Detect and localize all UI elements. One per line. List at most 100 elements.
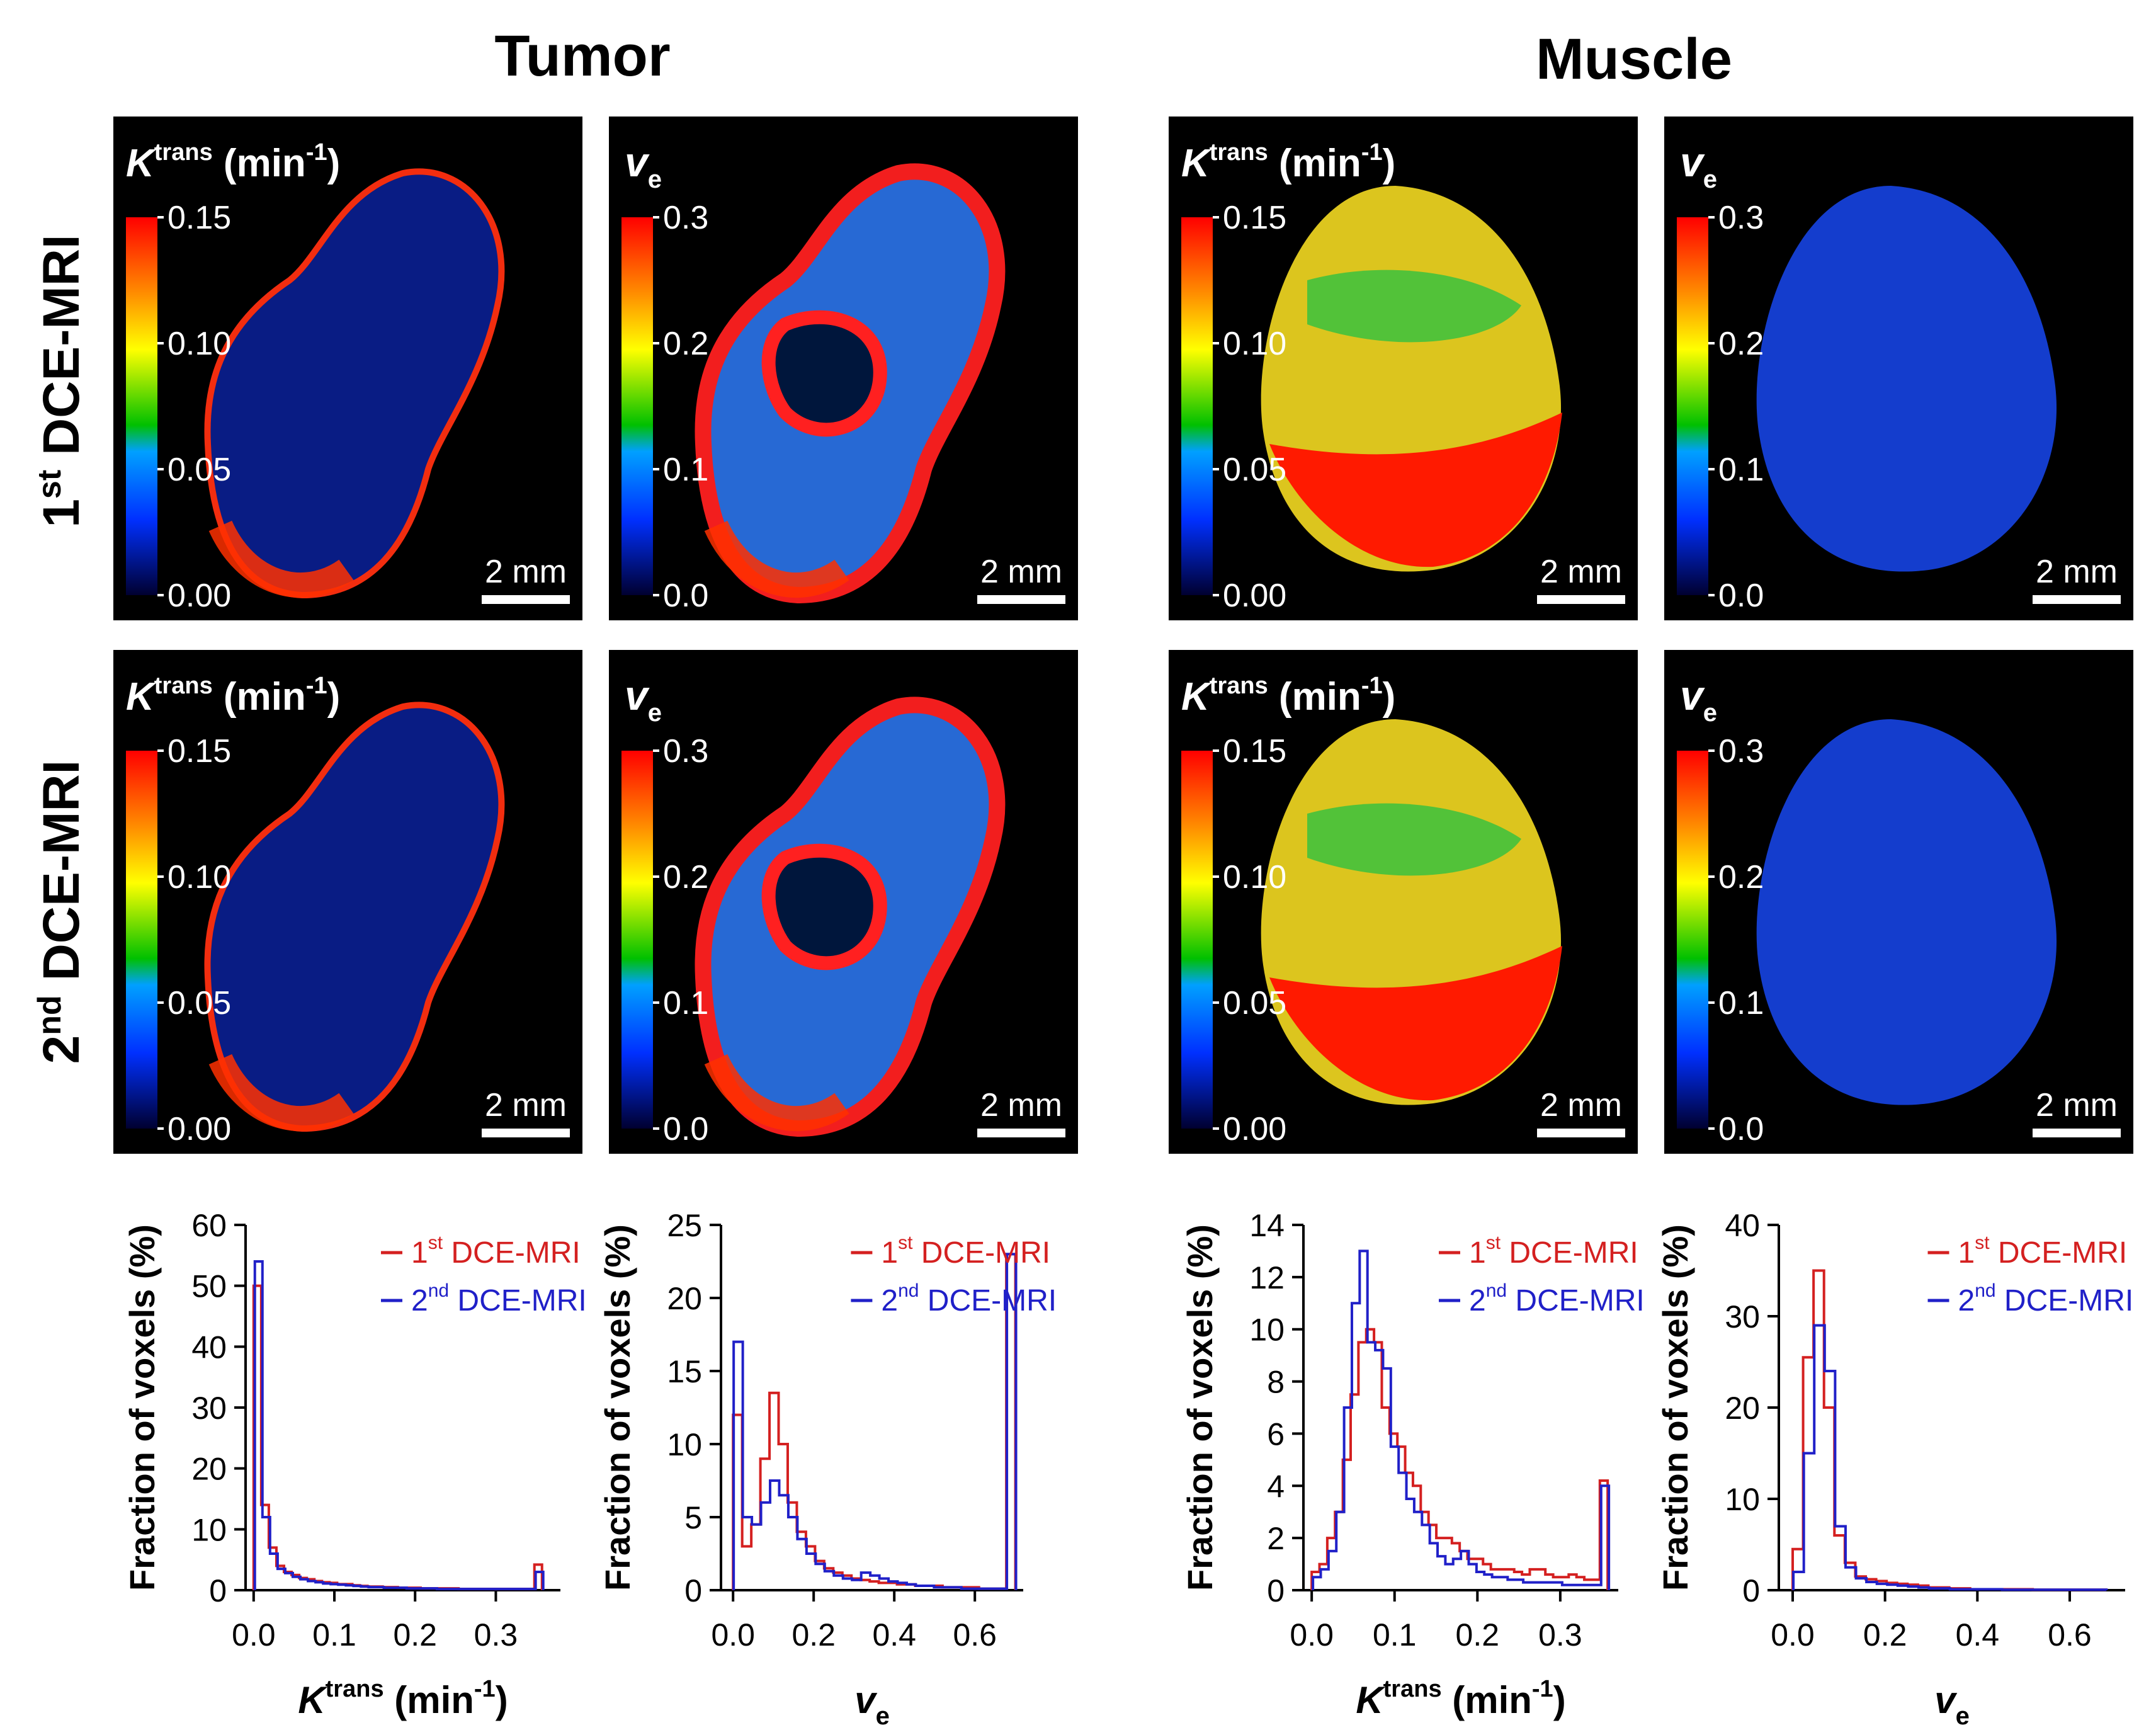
y-tick-label: 30	[1725, 1299, 1760, 1334]
label-trans: trans	[154, 139, 213, 166]
label-k: K	[126, 675, 157, 719]
colorbar-tick-label: 0.3	[1718, 200, 1764, 236]
xlabel-k: K	[1356, 1679, 1385, 1721]
tumor-map-core	[761, 843, 887, 970]
histogram-series-second	[253, 1260, 545, 1591]
colorbar-tick-label: 0.2	[1718, 859, 1764, 896]
colorbar-tick-label: 0.00	[1223, 578, 1286, 614]
scale-bar-label: 2 mm	[1540, 554, 1622, 590]
colorbar	[126, 217, 157, 595]
x-tick-label: 0.0	[232, 1617, 276, 1653]
colorbar-tick-label: 0.00	[167, 578, 231, 614]
map-panel-tumor-ve-second: 0.3 0.2 0.1 0.0 ve 2 mm	[609, 650, 1078, 1154]
label-unit: (min	[213, 142, 306, 185]
label-unit: (min	[213, 675, 306, 719]
xlabel-unit: (min	[1442, 1679, 1532, 1721]
x-tick-label: 0.3	[474, 1617, 518, 1653]
y-tick-label: 10	[191, 1512, 227, 1547]
x-tick-label: 0.4	[872, 1617, 916, 1653]
x-tick-label: 0.2	[791, 1617, 836, 1653]
scale-bar-label: 2 mm	[980, 1087, 1062, 1124]
colorbar-tick-label: 0.15	[1223, 200, 1286, 236]
tumor-map-rim	[704, 1054, 849, 1131]
label-trans: trans	[154, 673, 213, 699]
colorbar-tick-label: 0.1	[1718, 452, 1764, 488]
legend-entry-first: 1st DCE-MRI	[1958, 1232, 2128, 1270]
tumor-map-core	[761, 310, 887, 437]
scale-bar-label: 2 mm	[485, 1087, 567, 1124]
row-label-first-text: DCE-MRI	[33, 234, 90, 470]
x-tick-label: 0.1	[1373, 1617, 1417, 1653]
label-k: K	[1181, 142, 1212, 185]
row-label-second-text: DCE-MRI	[33, 760, 90, 996]
xlabel-trans: trans	[326, 1676, 384, 1702]
legend-text: DCE-MRI	[449, 1284, 587, 1317]
colorbar-tick-label: 0.15	[167, 733, 231, 770]
legend-entry-second: 2nd DCE-MRI	[1958, 1280, 2134, 1317]
y-tick-label: 40	[1725, 1208, 1760, 1243]
tumor-map-rim	[704, 520, 849, 598]
x-tick-label: 0.1	[312, 1617, 356, 1653]
y-tick-label: 8	[1267, 1365, 1285, 1400]
legend-num: 1	[1958, 1236, 1975, 1270]
colorbar-tick-label: 0.10	[167, 859, 231, 896]
colorbar-tick-label: 0.05	[167, 985, 231, 1021]
label-v: v	[1680, 139, 1705, 185]
x-tick-label: 0.6	[953, 1617, 997, 1653]
x-tick-label: 0.0	[1771, 1617, 1815, 1653]
header-muscle: Muscle	[1536, 27, 1732, 91]
y-tick-label: 14	[1249, 1208, 1285, 1243]
xlabel-k: K	[298, 1679, 327, 1721]
label-e: e	[648, 166, 662, 193]
legend-text: DCE-MRI	[1996, 1284, 2134, 1317]
xlabel-unit-sup: -1	[1532, 1676, 1553, 1702]
label-unit-sup: -1	[306, 673, 327, 699]
map-panel-tumor-ktrans-second: 0.15 0.10 0.05 0.00 Ktrans (min-1) 2 mm	[113, 650, 582, 1154]
xlabel-trans: trans	[1383, 1676, 1442, 1702]
colorbar-tick-label: 0.00	[167, 1111, 231, 1147]
legend-sup: st	[1486, 1232, 1501, 1253]
label-k: K	[1181, 675, 1212, 719]
legend-num: 2	[411, 1284, 428, 1317]
scale-bar-label: 2 mm	[2036, 1087, 2118, 1124]
y-tick-label: 0	[684, 1573, 702, 1608]
y-tick-label: 60	[191, 1208, 227, 1243]
scale-bar	[1537, 595, 1625, 604]
histogram-4: 0 10 20 30 40 0.0 0.2 0.4 0.6 Fraction of voxels …	[1655, 1208, 2133, 1730]
x-axis-label: ve	[1934, 1679, 1970, 1730]
colorbar-tick-label: 0.3	[663, 200, 708, 236]
x-tick-label: 0.6	[2048, 1617, 2092, 1653]
colorbar-tick-label: 0.05	[1223, 985, 1286, 1021]
colorbar-tick-label: 0.1	[663, 985, 708, 1021]
y-axis-label: Fraction of voxels (%)	[1655, 1224, 1695, 1591]
row-label-first: 1st DCE-MRI	[31, 234, 90, 527]
x-tick-label: 0.2	[393, 1617, 437, 1653]
legend-sup: nd	[428, 1280, 449, 1301]
xlabel-v: v	[854, 1679, 878, 1721]
label-k: K	[126, 142, 157, 185]
legend-entry-second: 2nd DCE-MRI	[1469, 1280, 1645, 1317]
scale-bar	[482, 595, 570, 604]
x-axis-label: ve	[854, 1679, 890, 1730]
legend-num: 1	[881, 1236, 898, 1270]
label-v: v	[625, 672, 650, 719]
legend-text: DCE-MRI	[912, 1236, 1050, 1270]
y-axis-label: Fraction of voxels (%)	[1180, 1224, 1220, 1591]
legend-sup: st	[1975, 1232, 1990, 1253]
label-e: e	[648, 699, 662, 727]
colorbar-tick-label: 0.0	[663, 578, 708, 614]
x-tick-label: 0.2	[1863, 1617, 1907, 1653]
scale-bar	[977, 595, 1065, 604]
x-tick-label: 0.4	[1956, 1617, 2000, 1653]
y-tick-label: 0	[209, 1573, 227, 1608]
map-panel-muscle-ktrans-first: 0.15 0.10 0.05 0.00 Ktrans (min-1) 2 mm	[1169, 117, 1638, 620]
legend-entry-first: 1st DCE-MRI	[411, 1232, 581, 1270]
tumor-map-rim	[208, 1054, 354, 1131]
legend-num: 1	[411, 1236, 428, 1270]
legend-sup: nd	[1486, 1280, 1507, 1301]
y-tick-label: 2	[1267, 1521, 1285, 1556]
muscle-map-lower	[1269, 413, 1562, 567]
colorbar-tick-label: 0.10	[1223, 326, 1286, 362]
y-tick-label: 5	[684, 1500, 702, 1535]
colorbar-tick-label: 0.2	[663, 859, 708, 896]
